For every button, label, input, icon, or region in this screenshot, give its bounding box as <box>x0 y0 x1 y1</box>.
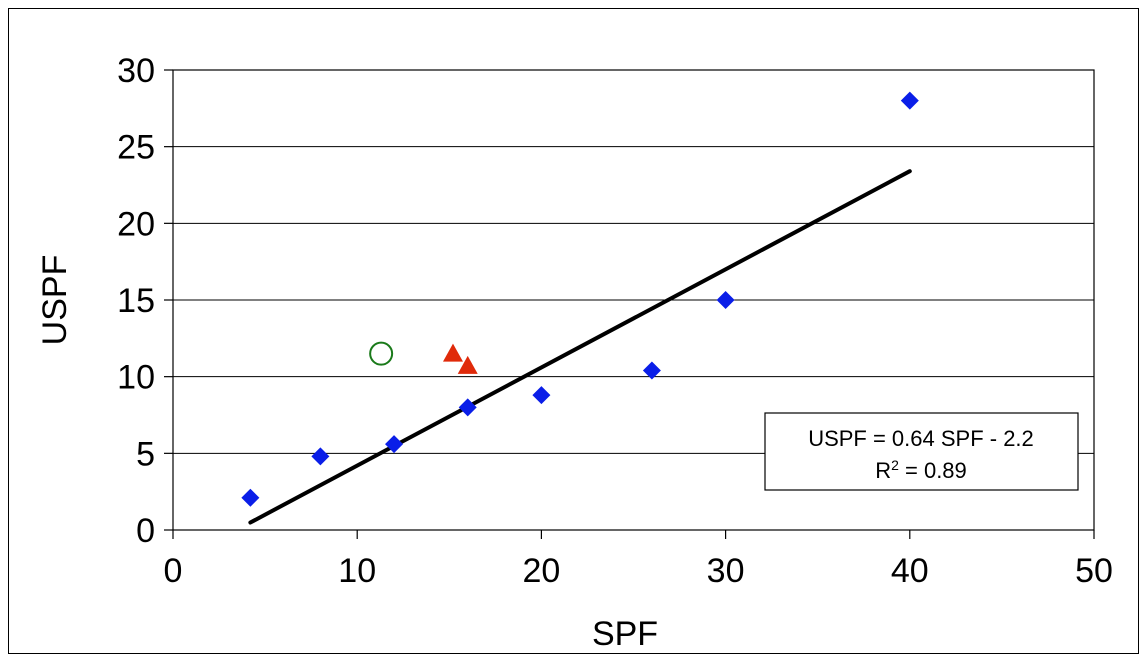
x-axis-title: SPF <box>592 615 658 653</box>
y-tick-label: 0 <box>136 512 155 550</box>
r-squared-value: = 0.89 <box>899 458 967 483</box>
y-tick-label: 5 <box>136 435 155 473</box>
x-tick-label: 40 <box>891 552 929 590</box>
data-point-circle <box>369 341 394 366</box>
equation-box-frame <box>764 412 1079 491</box>
r-squared-superscript: 2 <box>891 457 899 473</box>
data-points <box>241 91 919 507</box>
y-tick-label: 15 <box>117 282 155 320</box>
plot-area: 0 10 20 30 40 50 0 5 10 15 20 25 30 <box>117 52 1113 590</box>
x-tick-label: 10 <box>338 552 376 590</box>
y-axis-title: USPF <box>36 255 74 346</box>
trendline <box>248 169 912 525</box>
y-axis: 0 5 10 15 20 25 30 <box>117 52 173 550</box>
data-point-diamond <box>385 435 404 454</box>
data-point-diamond <box>642 361 661 380</box>
data-point-diamond <box>532 386 551 405</box>
r-squared-symbol: R <box>875 458 891 483</box>
y-tick-label: 30 <box>117 52 155 90</box>
y-tick-label: 20 <box>117 205 155 243</box>
x-tick-label: 20 <box>522 552 560 590</box>
data-point-triangle <box>442 343 463 362</box>
data-point-diamond <box>311 447 330 466</box>
data-point-diamond <box>900 91 919 110</box>
y-tick-label: 10 <box>117 359 155 397</box>
data-point-diamond <box>458 398 477 417</box>
x-axis: 0 10 20 30 40 50 <box>164 530 1113 590</box>
data-point-diamond <box>716 291 735 309</box>
data-point-diamond <box>241 488 260 507</box>
r-squared-line: R2 = 0.89 <box>875 457 967 483</box>
x-tick-label: 0 <box>164 552 183 590</box>
x-tick-label: 50 <box>1075 552 1113 590</box>
data-point-triangle <box>457 355 478 374</box>
y-tick-label: 25 <box>117 129 155 167</box>
equation-line: USPF = 0.64 SPF - 2.2 <box>808 426 1034 451</box>
trendline-layer <box>248 169 912 525</box>
gridlines <box>173 146 1094 454</box>
x-tick-label: 30 <box>707 552 745 590</box>
equation-box: USPF = 0.64 SPF - 2.2 R2 = 0.89 <box>764 412 1079 491</box>
